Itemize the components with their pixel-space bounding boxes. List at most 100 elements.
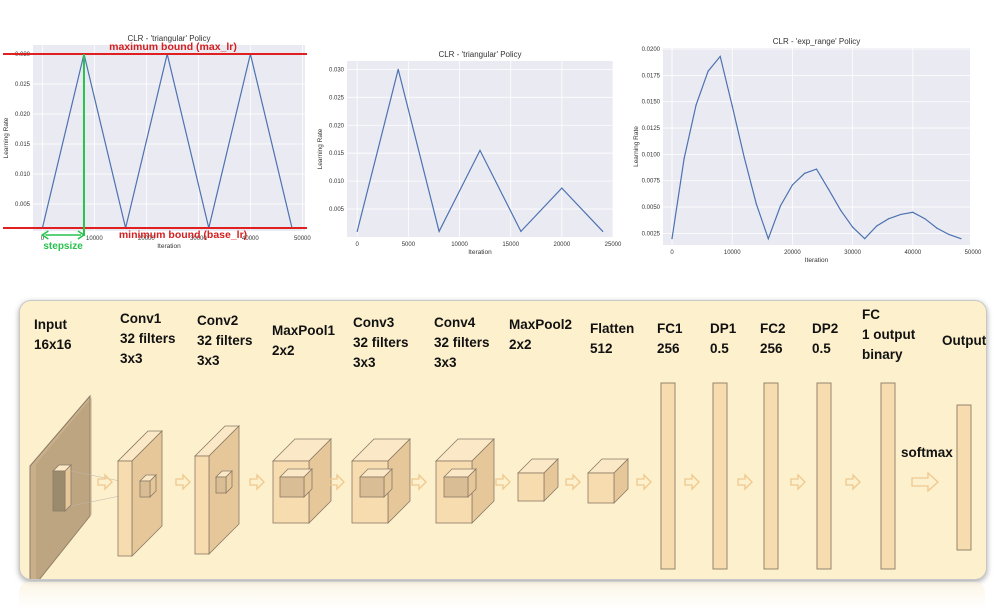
data-point: [671, 238, 673, 240]
x-tick-label: 20000: [138, 236, 155, 242]
chart-title: CLR - 'triangular' Policy: [127, 34, 210, 43]
x-tick-label: 5000: [402, 242, 416, 248]
data-point: [900, 213, 902, 216]
maxpool2-block: [517, 458, 559, 502]
panel-reflection: [19, 582, 985, 609]
conv3-kernel: [359, 468, 393, 498]
data-point: [356, 230, 358, 233]
x-tick-label: 20000: [554, 242, 571, 248]
layer-label-conv2: Conv2 32 filters 3x3: [197, 313, 253, 368]
conv2-kernel: [215, 470, 233, 494]
stepsize-arrowhead-right: [77, 230, 86, 240]
y-tick-label: 0.025: [15, 82, 31, 88]
layer-label-dp1: DP1 0.5: [710, 321, 737, 356]
fc1-bar: [660, 382, 676, 570]
box-front-face: [52, 470, 66, 512]
y-axis-label: Learning Rate: [633, 126, 640, 167]
data-point: [924, 218, 926, 220]
data-point: [397, 68, 399, 70]
arrow-12: [845, 473, 861, 491]
data-point: [755, 203, 757, 205]
arrow-2: [175, 473, 191, 491]
arrow-10: [737, 473, 753, 491]
chart-title: CLR - 'triangular' Policy: [438, 50, 521, 59]
box-front-face: [215, 476, 227, 494]
box-front-face: [139, 480, 151, 498]
x-tick-label: 0: [670, 250, 674, 256]
data-point: [827, 188, 830, 190]
fc2-bar: [763, 382, 779, 570]
layer-label-dp2: DP2 0.5: [812, 321, 839, 356]
cnn-drawing: [29, 382, 972, 579]
y-tick-label: 0.020: [329, 123, 345, 129]
layer-label-input: Input 16x16: [34, 317, 72, 352]
arrow-5: [411, 473, 427, 491]
data-point: [876, 225, 878, 227]
y-tick-label: 0.030: [329, 67, 345, 73]
data-point: [719, 55, 721, 58]
box-side-face: [64, 464, 72, 512]
chart-title: CLR - 'exp_range' Policy: [773, 37, 861, 46]
x-tick-label: 50000: [294, 236, 311, 242]
data-point: [948, 233, 950, 236]
arrow-9: [684, 473, 700, 491]
chart-3: 0 10000 20000 30000 40000 50000 0.0025 0.0050 0.…: [633, 37, 982, 264]
y-tick-label: 0.0050: [642, 205, 661, 211]
y-tick-label: 0.0200: [642, 47, 661, 53]
y-tick-label: 0.015: [15, 142, 31, 148]
dp1-bar: [712, 382, 728, 570]
projection-line: [70, 470, 121, 482]
data-point: [731, 105, 733, 107]
x-tick-label: 15000: [502, 242, 519, 248]
data-point: [815, 168, 818, 170]
data-point: [852, 226, 854, 228]
box-front-face: [517, 472, 545, 502]
x-tick-label: 30000: [190, 236, 207, 242]
box-front-face: [359, 476, 385, 498]
x-tick-label: 0: [41, 236, 45, 242]
y-tick-label: 0.025: [329, 95, 345, 101]
data-point: [683, 158, 685, 160]
layer-label-maxpool2: MaxPool2 2x2: [509, 317, 573, 352]
x-tick-label: 10000: [451, 242, 468, 248]
dp2-bar: [816, 382, 832, 570]
data-point: [695, 104, 697, 106]
plot-background: [33, 45, 305, 231]
box-front-face: [279, 476, 305, 498]
arrow-8: [636, 473, 652, 491]
layer-label-conv3: Conv3 32 filters 3x3: [353, 315, 409, 370]
flatten-block: [587, 458, 629, 504]
layer-label-fc1: FC1 256: [657, 321, 683, 356]
softmax-label: softmax: [901, 445, 953, 460]
layer-label-flatten: Flatten 512: [590, 321, 635, 356]
chart-2: 0 5000 10000 15000 20000 25000 0.005 0.010 0.015…: [317, 50, 622, 256]
fc-output-bar: [880, 382, 896, 570]
x-tick-label: 10000: [724, 250, 741, 256]
max-bound-label: maximum bound (max_lr): [109, 41, 237, 53]
arrow-1: [97, 473, 113, 491]
box-front-face: [117, 460, 133, 557]
input-receptive-field: [52, 464, 72, 512]
layer-label-fc-output: FC 1 output binary: [862, 307, 916, 362]
output-bar: [956, 404, 972, 551]
x-tick-label: 20000: [784, 250, 801, 256]
maxpool1-kernel: [279, 468, 313, 498]
y-tick-label: 0.0125: [642, 126, 661, 132]
stepsize-arrowhead-left: [40, 230, 49, 240]
y-tick-label: 0.005: [329, 207, 345, 213]
arrow-6: [495, 473, 511, 491]
box-front-face: [194, 455, 210, 555]
data-point: [960, 238, 962, 240]
x-axis-label: Iteration: [157, 243, 181, 250]
data-point: [707, 70, 709, 72]
plot-background: [347, 61, 613, 237]
data-point: [438, 230, 440, 233]
arrow-3: [249, 473, 265, 491]
x-tick-label: 10000: [86, 236, 103, 242]
data-point: [561, 187, 563, 189]
x-tick-label: 25000: [605, 242, 622, 248]
x-axis-label: Iteration: [468, 249, 492, 256]
projection-line: [70, 495, 121, 507]
box-front-face: [443, 476, 469, 498]
layer-label-conv1: Conv1 32 filters 3x3: [120, 311, 176, 366]
